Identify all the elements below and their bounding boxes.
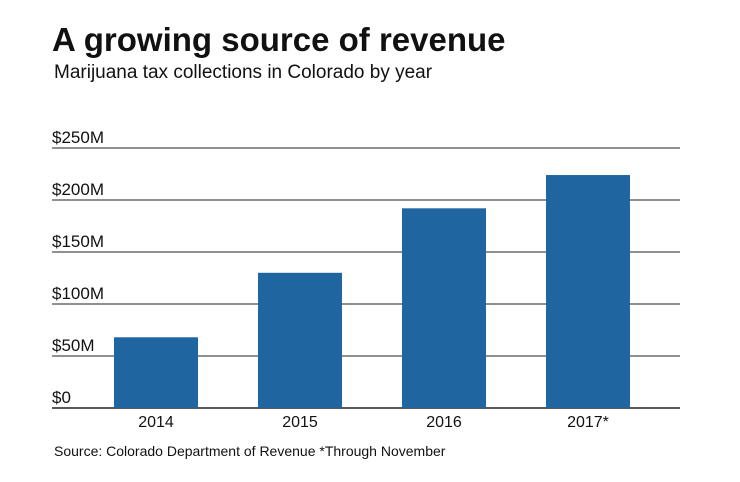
y-tick-label: $0 (52, 388, 71, 407)
bars (114, 175, 630, 408)
x-tick-label: 2017* (567, 414, 609, 431)
bar-2017 (546, 175, 630, 408)
x-tick-label: 2016 (426, 414, 462, 431)
y-tick-label: $200M (52, 180, 104, 199)
y-tick-label: $150M (52, 232, 104, 251)
source-note: Source: Colorado Department of Revenue *… (54, 443, 446, 459)
x-axis-tick-labels: 2014 2015 2016 2017* (138, 414, 609, 431)
y-tick-label: $100M (52, 284, 104, 303)
chart-title: A growing source of revenue (52, 21, 506, 58)
x-tick-label: 2015 (282, 414, 318, 431)
bar-2015 (258, 272, 342, 408)
bar-2016 (402, 208, 486, 408)
chart-subtitle: Marijuana tax collections in Colorado by… (54, 62, 433, 83)
y-tick-label: $250M (52, 128, 104, 147)
x-tick-label: 2014 (138, 414, 174, 431)
y-axis-tick-labels: $0 $50M $100M $150M $200M $250M (52, 128, 104, 407)
bar-2014 (114, 337, 198, 408)
y-tick-label: $50M (52, 336, 95, 355)
